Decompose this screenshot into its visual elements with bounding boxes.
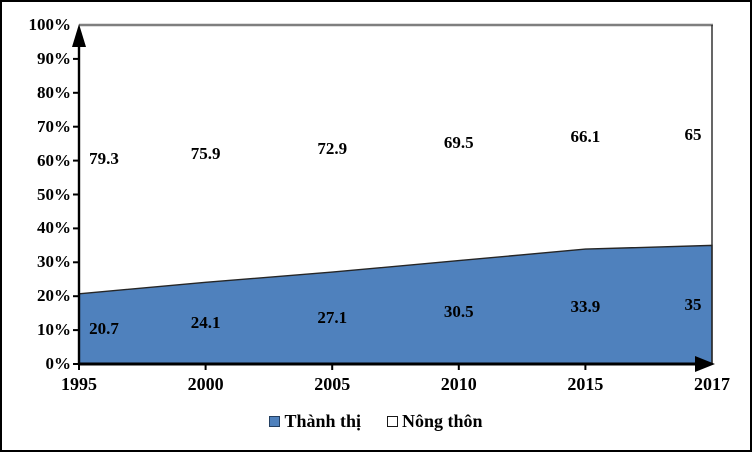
rural-data-label: 69.5 <box>443 133 474 152</box>
legend-swatch-urban-icon <box>269 415 281 427</box>
rural-data-label: 79.3 <box>89 149 119 168</box>
y-axis-arrow-icon <box>72 24 86 47</box>
legend: Thành thị Nông thôn <box>2 409 750 433</box>
x-axis-tick-label: 2010 <box>440 374 477 394</box>
urban-area <box>78 244 713 365</box>
y-axis-tick-label: 60% <box>37 150 71 170</box>
y-axis-tick-label: 40% <box>37 218 71 238</box>
y-axis-tick-label: 100% <box>28 15 72 34</box>
y-axis-tick-label: 10% <box>37 320 71 340</box>
rural-data-label: 75.9 <box>190 144 221 163</box>
y-axis-tick-label: 90% <box>37 48 71 68</box>
x-axis-tick-label: 2017 <box>694 374 730 394</box>
y-axis-tick-label: 30% <box>37 252 71 272</box>
y-axis-tick-label: 70% <box>37 116 71 136</box>
x-axis-tick-label: 2015 <box>567 374 604 394</box>
rural-data-label: 66.1 <box>570 127 601 146</box>
urban-data-label: 30.5 <box>443 302 474 321</box>
urban-data-label: 27.1 <box>317 308 348 327</box>
legend-label-rural: Nông thôn <box>402 410 483 431</box>
x-axis-tick-label: 1995 <box>61 374 97 394</box>
rural-data-label: 65 <box>684 125 702 144</box>
urban-data-label: 35 <box>684 295 702 314</box>
x-axis-arrow-icon <box>695 356 715 372</box>
y-axis-tick-label: 80% <box>37 82 71 102</box>
y-axis-tick-label: 20% <box>37 286 71 306</box>
urban-data-label: 24.1 <box>190 313 221 332</box>
legend-swatch-rural-icon <box>387 415 398 427</box>
rural-data-label: 72.9 <box>317 139 348 158</box>
legend-item-thanh-thi: Thành thị <box>269 411 361 432</box>
legend-label-urban: Thành thị <box>284 410 361 431</box>
urban-data-label: 33.9 <box>570 297 601 316</box>
y-axis-tick-label: 50% <box>37 184 71 204</box>
legend-item-nong-thon: Nông thôn <box>387 411 483 432</box>
x-axis-tick-label: 2005 <box>314 374 351 394</box>
urban-data-label: 20.7 <box>89 319 119 338</box>
x-axis-tick-label: 2000 <box>187 374 224 394</box>
y-axis-tick-label: 0% <box>45 354 72 373</box>
